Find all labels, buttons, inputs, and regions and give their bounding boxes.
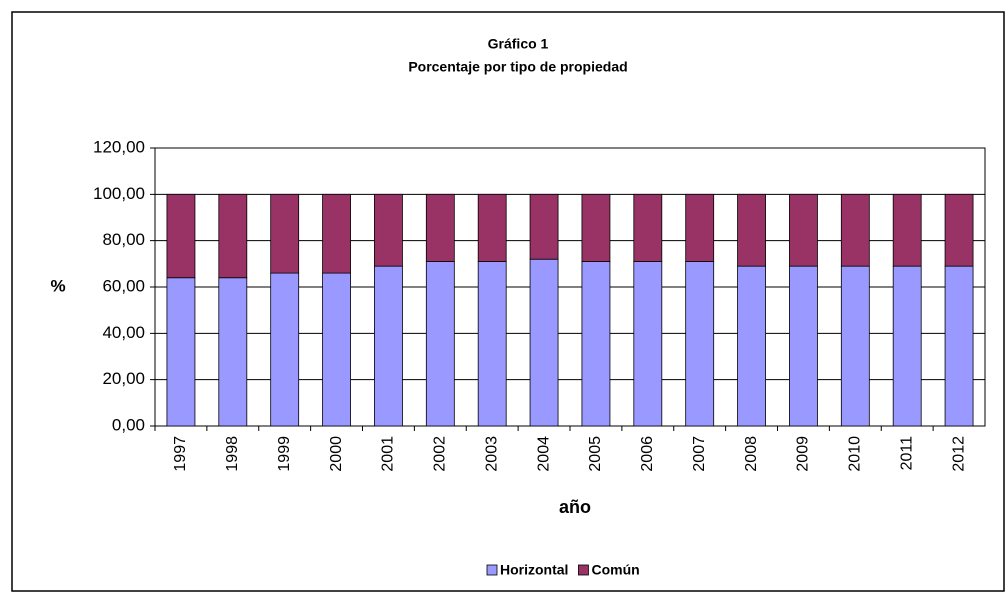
legend-label: Común xyxy=(591,562,639,578)
x-axis-label: año xyxy=(559,497,591,517)
bar-segment xyxy=(529,193,559,260)
legend-label: Horizontal xyxy=(500,562,568,578)
bar-segment xyxy=(944,265,974,427)
bar-segment xyxy=(685,193,715,262)
bar-segment xyxy=(374,265,403,427)
y-tick-label: 40,00 xyxy=(102,323,145,342)
bar-segment xyxy=(581,261,611,427)
x-tick-label: 1998 xyxy=(224,436,241,472)
bar-segment xyxy=(737,265,766,427)
bar-segment xyxy=(892,265,922,427)
bar-segment xyxy=(166,193,196,279)
bar-segment xyxy=(425,193,455,262)
bar-segment xyxy=(166,277,196,427)
y-axis-label: % xyxy=(50,276,65,295)
x-tick-label: 2009 xyxy=(795,436,812,472)
bar-segment xyxy=(685,261,715,427)
bar-segment xyxy=(270,272,300,427)
bar-segment xyxy=(425,261,455,427)
bar-segment xyxy=(633,193,663,262)
y-tick-label: 100,00 xyxy=(93,184,145,203)
bar-segment xyxy=(581,193,611,262)
x-tick-label: 2008 xyxy=(743,436,760,472)
y-tick-label: 0,00 xyxy=(112,415,145,434)
bar-segment xyxy=(270,193,300,274)
bar-segment xyxy=(477,193,507,262)
bar-segment xyxy=(840,193,870,267)
bar-segment xyxy=(374,193,403,267)
bar-segment xyxy=(218,193,248,279)
bar-segment xyxy=(633,261,663,427)
legend-swatch xyxy=(486,564,498,576)
x-tick-label: 2001 xyxy=(380,436,397,472)
x-tick-label: 1999 xyxy=(276,436,293,472)
bar-segment xyxy=(944,193,974,267)
bar-segment xyxy=(322,193,351,274)
x-tick-label: 2011 xyxy=(898,436,915,471)
x-tick-label: 2004 xyxy=(535,436,552,472)
bar-segment xyxy=(840,265,870,427)
y-tick-label: 20,00 xyxy=(102,369,145,388)
bar-segment xyxy=(218,277,248,427)
x-tick-label: 2003 xyxy=(483,436,500,472)
y-tick-label: 120,00 xyxy=(93,137,145,156)
bar-segment xyxy=(529,258,559,427)
y-tick-label: 80,00 xyxy=(102,230,145,249)
x-tick-label: 1997 xyxy=(172,436,189,472)
x-tick-label: 2010 xyxy=(847,436,864,472)
chart-title: Gráfico 1 xyxy=(488,36,549,52)
bar-segment xyxy=(892,193,922,267)
x-tick-label: 2012 xyxy=(950,436,967,472)
bar-segment xyxy=(322,272,351,427)
x-tick-label: 2002 xyxy=(432,436,449,472)
bar-segment xyxy=(789,265,818,427)
y-tick-label: 60,00 xyxy=(102,276,145,295)
bar-segment xyxy=(477,261,507,427)
x-tick-label: 2007 xyxy=(691,436,708,472)
bar-segment xyxy=(737,193,766,267)
bar-segment xyxy=(789,193,818,267)
x-tick-label: 2000 xyxy=(328,436,345,472)
legend-swatch xyxy=(578,564,589,576)
x-tick-label: 2005 xyxy=(587,436,604,472)
chart-subtitle: Porcentaje por tipo de propiedad xyxy=(408,59,627,75)
x-tick-label: 2006 xyxy=(639,436,656,472)
